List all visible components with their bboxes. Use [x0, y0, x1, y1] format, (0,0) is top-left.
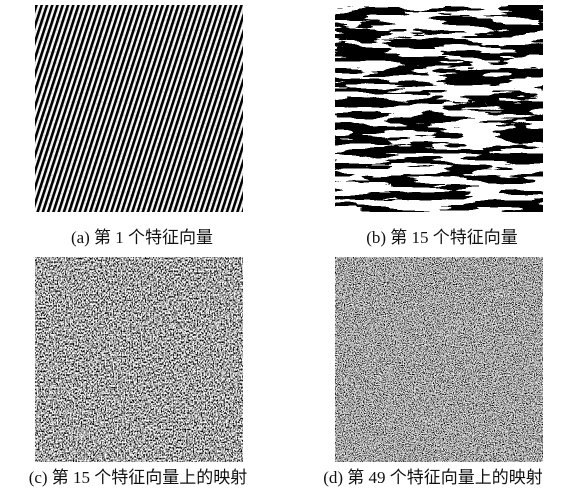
- texture-image: [35, 257, 243, 462]
- figure: (a) 第 1 个特征向量 (b) 第 15 个特征向量 (c) 第 15 个特…: [0, 0, 563, 493]
- caption: (d) 第 49 个特征向量上的映射: [323, 468, 543, 487]
- texture-image: [335, 257, 543, 462]
- caption: (c) 第 15 个特征向量上的映射: [29, 468, 248, 487]
- caption: (a) 第 1 个特征向量: [71, 228, 213, 247]
- texture-image: [35, 5, 243, 212]
- page: (a) 第 1 个特征向量 (b) 第 15 个特征向量 (c) 第 15 个特…: [0, 0, 563, 493]
- caption: (b) 第 15 个特征向量: [366, 228, 518, 247]
- texture-image: [335, 5, 543, 212]
